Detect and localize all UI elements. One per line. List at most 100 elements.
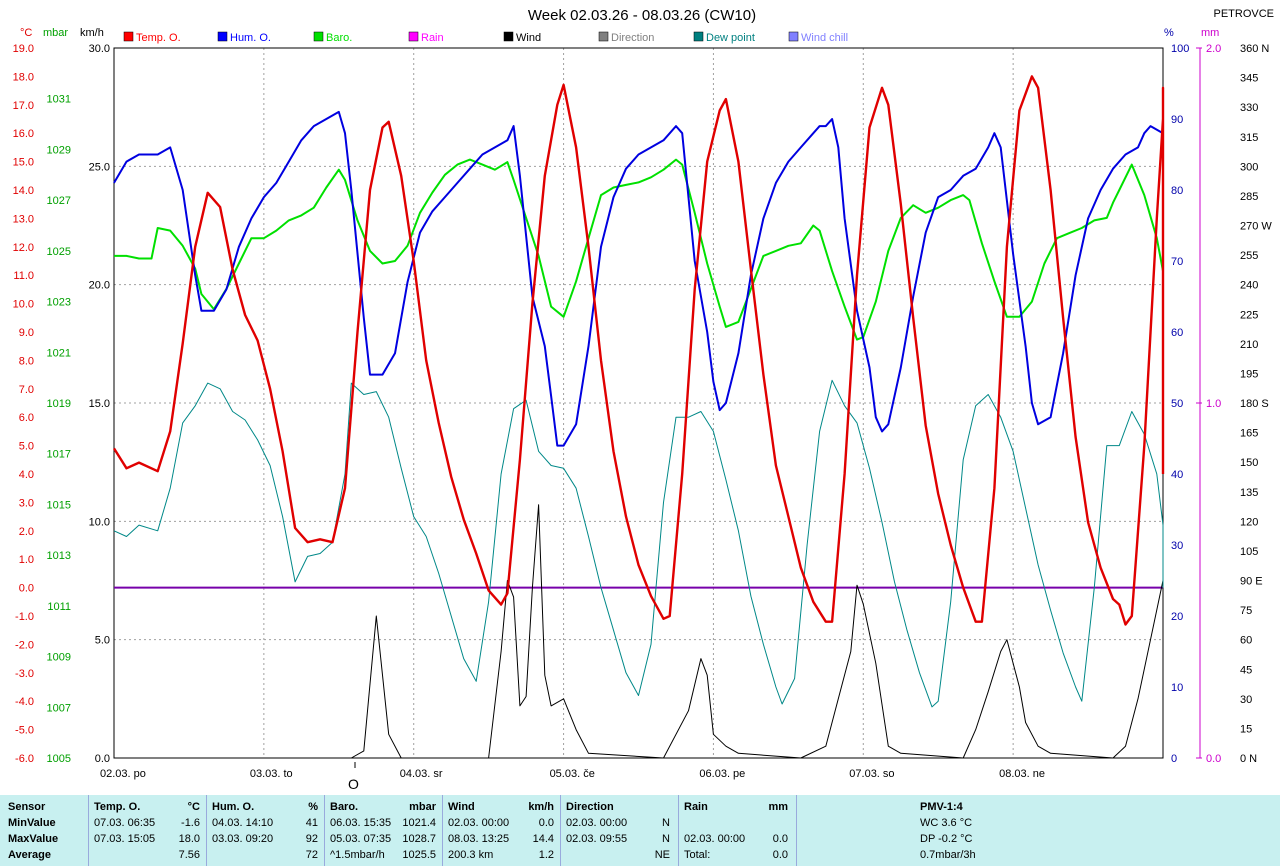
- stats-header: Hum. O.: [212, 801, 255, 813]
- hum-tick-label: 10: [1171, 682, 1183, 694]
- direction-tick-label: 90 E: [1240, 576, 1263, 588]
- axes: 02.03. po 03.03. to 04.03. sr 05.03. če 06.0…: [13, 43, 1273, 780]
- stats-value: 7.56: [178, 849, 200, 861]
- legend-label: Wind chill: [801, 32, 848, 44]
- temp-tick-label: 14.0: [13, 185, 34, 197]
- baro-tick-label: 1021: [47, 347, 71, 359]
- hum-tick-label: 0: [1171, 753, 1177, 765]
- legend-swatch: [123, 31, 134, 42]
- direction-tick-label: 195: [1240, 368, 1258, 380]
- direction-tick-label: 45: [1240, 664, 1252, 676]
- stats-value: DP -0.2 °C: [920, 833, 973, 845]
- stats-time: 08.03. 13:25: [448, 833, 510, 845]
- stats-unit: %: [308, 801, 318, 813]
- baro-tick-label: 1025: [47, 246, 71, 258]
- legend-label: Direction: [611, 32, 654, 44]
- wind-tick-label: 10.0: [89, 516, 110, 528]
- hum-tick-label: 30: [1171, 540, 1183, 552]
- baro-tick-label: 1019: [47, 398, 71, 410]
- baro-tick-label: 1005: [47, 753, 71, 765]
- direction-tick-label: 30: [1240, 694, 1252, 706]
- chart-title: Week 02.03.26 - 08.03.26 (CW10): [528, 7, 756, 24]
- baro-tick-label: 1013: [47, 550, 71, 562]
- axis-units: °C mbar km/h% mm: [20, 27, 1219, 39]
- stats-baro: Baro. mbar 06.03. 15:35 1021.4 05.03. 07:3…: [324, 795, 443, 866]
- direction-tick-label: 210: [1240, 339, 1258, 351]
- direction-tick-label: 60: [1240, 635, 1252, 647]
- legend: Temp. O. Hum. O. Baro. Rain Wind Direction Dew…: [123, 31, 848, 44]
- temp-tick-label: 9.0: [19, 327, 34, 339]
- wind-tick-label: 0.0: [95, 753, 110, 765]
- direction-tick-label: 75: [1240, 605, 1252, 617]
- stats-value: 92: [305, 833, 318, 845]
- stats-pmv: PMV-1:4 WC 3.6 °C DP -0.2 °C 0.7mbar/3h: [796, 795, 1096, 866]
- stats-value: NE: [654, 849, 670, 861]
- series-wind: [114, 504, 1164, 759]
- baro-tick-label: 1023: [47, 297, 71, 309]
- stats-time: Total:: [684, 849, 711, 861]
- baro-tick-label: 1017: [47, 449, 71, 461]
- time-marker-label: O: [348, 776, 359, 792]
- temp-tick-label: 12.0: [13, 242, 34, 254]
- stats-time: 05.03. 07:35: [330, 833, 392, 845]
- time-marker: O: [348, 762, 359, 792]
- hum-unit: %: [1164, 27, 1174, 39]
- baro-tick-label: 1029: [47, 144, 71, 156]
- x-tick-label: 08.03. ne: [999, 768, 1045, 780]
- stats-unit: mbar: [409, 801, 436, 813]
- legend-swatch: [217, 31, 228, 42]
- baro-unit: mbar: [43, 27, 68, 39]
- hum-tick-label: 40: [1171, 469, 1183, 481]
- stats-time: 02.03. 09:55: [566, 833, 628, 845]
- baro-tick-label: 1009: [47, 652, 71, 664]
- station-name: PETROVCE: [1213, 8, 1274, 20]
- stats-rain: Rain mm 02.03. 00:00 0.0 Total: 0.0: [678, 795, 797, 866]
- hum-tick-label: 80: [1171, 185, 1183, 197]
- hum-tick-label: 20: [1171, 611, 1183, 623]
- direction-tick-label: 120: [1240, 516, 1258, 528]
- direction-tick-label: 300: [1240, 161, 1258, 173]
- legend-label: Rain: [421, 32, 444, 44]
- series-temp-o: [112, 75, 1165, 626]
- wind-tick-label: 5.0: [95, 635, 110, 647]
- stats-value: N: [662, 817, 670, 829]
- baro-tick-label: 1007: [47, 702, 71, 714]
- legend-label: Baro.: [326, 32, 352, 44]
- stats-unit: km/h: [528, 801, 554, 813]
- direction-tick-label: 270 W: [1240, 221, 1272, 233]
- x-tick-label: 07.03. so: [849, 768, 894, 780]
- temp-unit: °C: [20, 27, 32, 39]
- direction-tick-label: 315: [1240, 132, 1258, 144]
- stats-time: 02.03. 00:00: [684, 833, 746, 845]
- wind-tick-label: 15.0: [89, 398, 110, 410]
- legend-label: Dew point: [706, 32, 755, 44]
- direction-tick-label: 360 N: [1240, 43, 1269, 55]
- baro-tick-label: 1015: [47, 499, 71, 511]
- stats-header: Temp. O.: [94, 801, 141, 813]
- wind-unit: km/h: [80, 27, 104, 39]
- stats-header: PMV-1:4: [920, 801, 963, 813]
- hum-tick-label: 90: [1171, 114, 1183, 126]
- stats-row-label: MaxValue: [8, 833, 59, 845]
- hum-tick-label: 70: [1171, 256, 1183, 268]
- stats-time: 06.03. 15:35: [330, 817, 392, 829]
- x-tick-label: 04.03. sr: [400, 768, 443, 780]
- wind-tick-label: 25.0: [89, 161, 110, 173]
- stats-time: 04.03. 14:10: [212, 817, 274, 829]
- rain-unit: mm: [1201, 27, 1219, 39]
- weather-chart: Week 02.03.26 - 08.03.26 (CW10) PETROVCE…: [13, 7, 1274, 792]
- stats-time: 02.03. 00:00: [448, 817, 510, 829]
- stats-row-label: Average: [8, 849, 52, 861]
- baro-tick-label: 1027: [47, 195, 71, 207]
- series: [112, 75, 1165, 759]
- stats-value: 1028.7: [402, 833, 436, 845]
- legend-swatch: [408, 31, 419, 42]
- stats-value: 0.0: [538, 817, 554, 829]
- stats-temp: Temp. O. °C 07.03. 06:35 -1.6 07.03. 15:05…: [88, 795, 207, 866]
- stats-value: 72: [305, 849, 318, 861]
- temp-tick-label: -2.0: [15, 639, 34, 651]
- temp-tick-label: 5.0: [19, 441, 34, 453]
- stats-value: 14.4: [532, 833, 554, 845]
- direction-tick-label: 330: [1240, 102, 1258, 114]
- direction-tick-label: 255: [1240, 250, 1258, 262]
